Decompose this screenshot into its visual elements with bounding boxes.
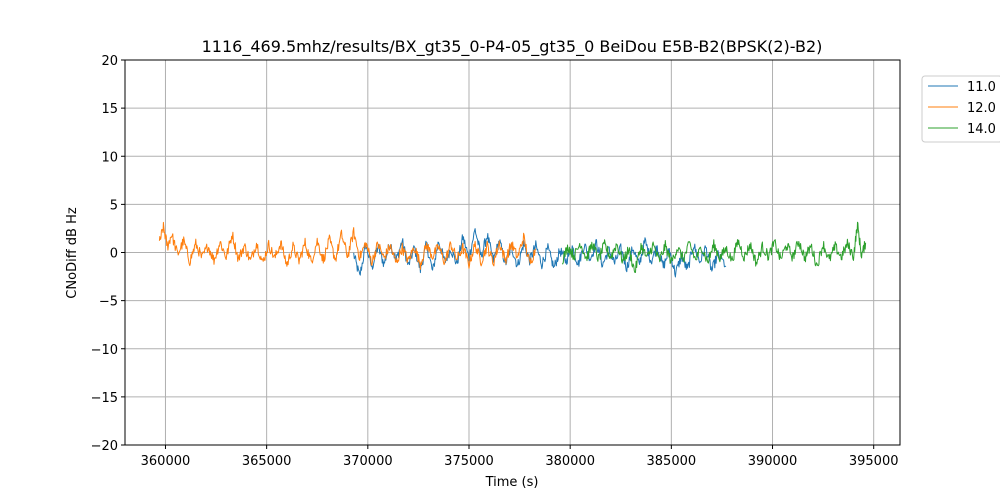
x-tick-label: 360000	[141, 454, 191, 469]
y-tick-label: 15	[101, 102, 118, 117]
x-tick-label: 375000	[444, 454, 494, 469]
y-axis-ticks: −20 −15 −10 −5 0 5 10 15 20	[91, 54, 125, 454]
x-tick-label: 385000	[647, 454, 697, 469]
y-tick-label: −20	[91, 439, 118, 454]
chart-title: 1116_469.5mhz/results/BX_gt35_0-P4-05_gt…	[202, 37, 823, 57]
x-tick-label: 395000	[849, 454, 899, 469]
series-line-11.0	[353, 228, 727, 278]
y-tick-label: −5	[99, 295, 118, 310]
y-tick-label: 5	[110, 198, 118, 213]
y-tick-label: −15	[91, 391, 118, 406]
legend-label: 12.0	[967, 101, 996, 116]
legend-frame	[921, 75, 1000, 143]
series-layer	[158, 221, 867, 278]
x-axis-ticks: 360000 365000 370000 375000 380000 385000 3900…	[141, 445, 899, 469]
x-tick-label: 370000	[343, 454, 393, 469]
y-tick-label: 0	[110, 247, 118, 262]
series-line-12.0	[158, 221, 537, 270]
x-tick-label: 365000	[242, 454, 292, 469]
y-tick-label: 20	[101, 54, 118, 69]
legend-label: 11.0	[967, 80, 996, 95]
legend-label: 14.0	[967, 122, 996, 137]
x-tick-label: 380000	[545, 454, 595, 469]
x-tick-label: 390000	[748, 454, 798, 469]
legend: 11.0 12.0 14.0	[921, 75, 1000, 143]
y-tick-label: −10	[91, 343, 118, 358]
y-tick-label: 10	[101, 150, 118, 165]
series-line-14.0	[561, 221, 867, 273]
x-axis-label: Time (s)	[485, 475, 539, 490]
y-axis-label: CNoDiff dB Hz	[65, 207, 80, 299]
